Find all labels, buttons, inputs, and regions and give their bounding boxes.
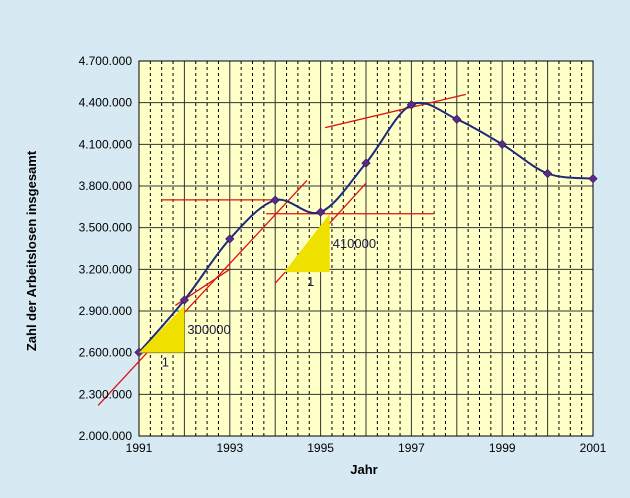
x-tick-label: 1993 [216, 441, 243, 455]
x-tick-label: 1991 [126, 441, 153, 455]
y-tick-label: 4.400.000 [79, 96, 133, 110]
annotation-layer: 300000 1 410000 1 [139, 213, 376, 370]
x-tick-label: 1997 [398, 441, 425, 455]
data-point [270, 195, 280, 205]
slope-label: 300000 [187, 322, 230, 337]
y-axis-label: Zahl der Arbeitslosen insgesamt [24, 150, 39, 351]
tangent-line [324, 93, 467, 129]
plot-border [138, 60, 594, 437]
slope-label: 410000 [333, 236, 376, 251]
x-tick-label: 1999 [489, 441, 516, 455]
y-tick-label: 2.900.000 [79, 304, 133, 318]
data-point [588, 174, 598, 184]
y-tick-label: 3.200.000 [79, 262, 133, 276]
y-tick-label: 4.700.000 [79, 54, 133, 68]
data-point [542, 168, 553, 179]
data-point [179, 295, 190, 305]
x-tick-label: 2001 [580, 441, 607, 455]
data-point [406, 100, 417, 110]
axis-layer: 1991 1993 1995 1997 1999 2001 2.000.000 2.300.0… [79, 54, 607, 455]
y-tick-label: 2.600.000 [79, 346, 133, 360]
tangent-line [97, 180, 308, 406]
series-layer [134, 100, 598, 358]
data-point [497, 139, 507, 149]
slope-triangle [139, 305, 185, 353]
y-tick-label: 3.500.000 [79, 221, 133, 235]
data-point [315, 207, 326, 217]
data-point [361, 158, 371, 168]
data-point [452, 114, 462, 124]
y-tick-label: 3.800.000 [79, 179, 133, 193]
x-axis-label: Jahr [350, 462, 377, 477]
x-tick-label: 1995 [307, 441, 334, 455]
y-tick-label: 4.100.000 [79, 137, 133, 151]
run-label: 1 [307, 274, 314, 289]
tangent-layer [97, 93, 467, 406]
slope-triangle [284, 213, 330, 273]
run-label: 1 [162, 355, 169, 370]
grid-layer [138, 60, 594, 437]
y-tick-label: 2.300.000 [79, 387, 133, 401]
y-tick-label: 2.000.000 [79, 429, 133, 443]
data-point [225, 234, 235, 244]
